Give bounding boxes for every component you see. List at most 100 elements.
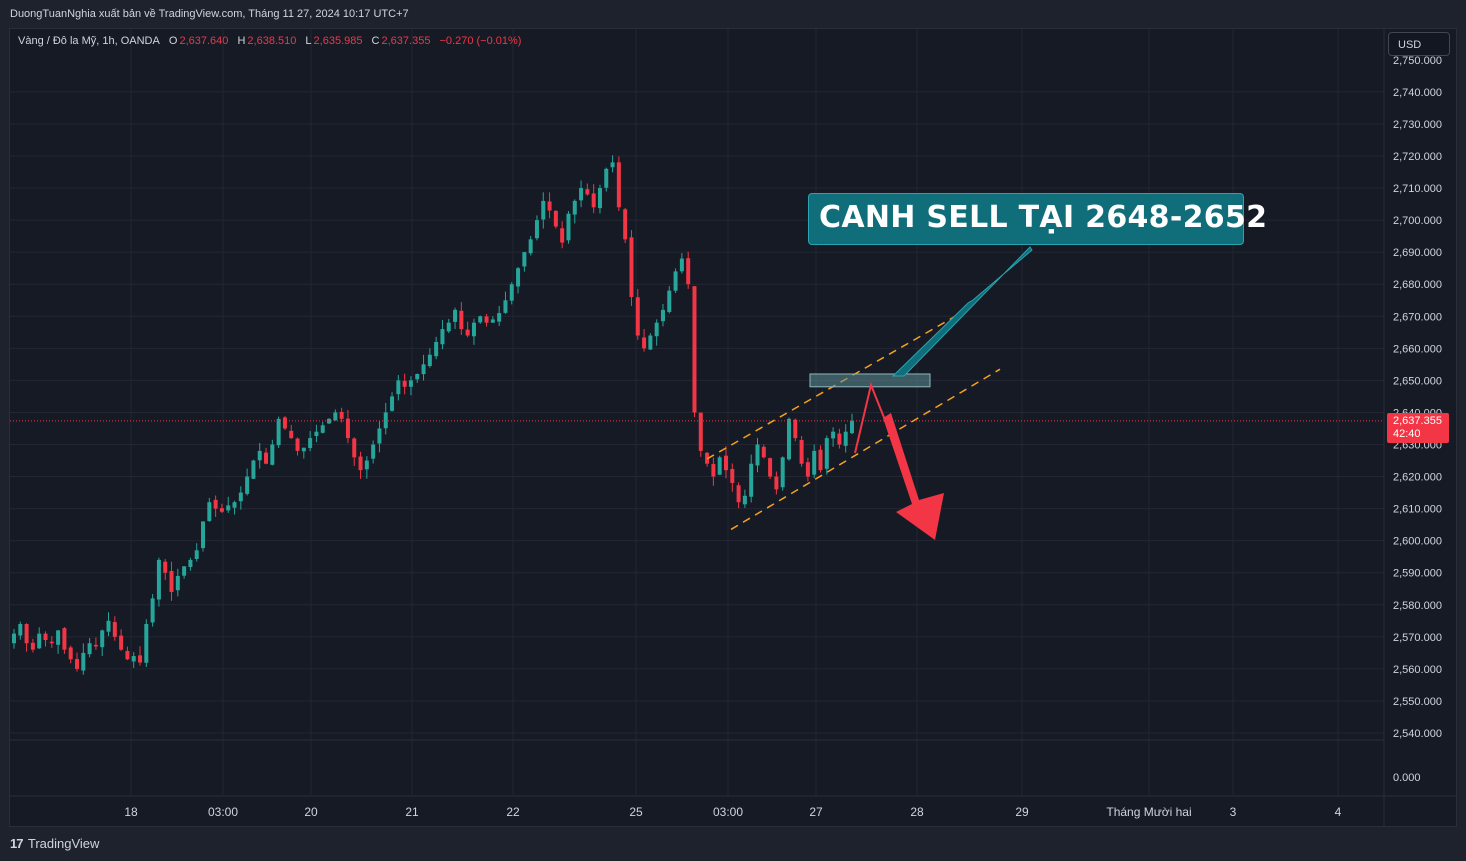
price-tick-label: 2,550.000: [1393, 696, 1442, 708]
candle-body: [75, 659, 80, 669]
candle-body: [755, 444, 760, 466]
candle-body: [446, 322, 451, 332]
candle-body: [597, 188, 602, 209]
candle-body: [579, 188, 584, 201]
candle-body: [497, 313, 502, 322]
candle-body: [24, 623, 29, 644]
price-tick-label: 2,680.000: [1393, 279, 1442, 291]
candle-body: [408, 380, 413, 387]
candle-body: [100, 630, 105, 648]
candle-body: [93, 644, 98, 647]
time-tick-label: Tháng Mười hai: [1106, 805, 1191, 819]
candle-body: [528, 239, 533, 254]
candle-body: [440, 329, 445, 345]
price-tick-label: 2,660.000: [1393, 343, 1442, 355]
candle-body: [18, 624, 23, 636]
candle-body: [516, 268, 521, 287]
candle-body: [339, 411, 344, 419]
candle-body: [660, 309, 665, 322]
publish-info: DuongTuanNghia xuất bản về TradingView.c…: [10, 8, 409, 20]
candle-body: [257, 450, 262, 461]
candle-body: [37, 633, 42, 649]
candle-body: [301, 447, 306, 452]
candle-body: [730, 468, 735, 483]
open-value: 2,637.640: [179, 35, 229, 47]
candle-body: [377, 428, 382, 444]
candle-body: [673, 271, 678, 291]
candle-body: [213, 499, 218, 509]
candle-body: [270, 444, 275, 465]
candle-body: [799, 440, 804, 464]
price-tick-label: 2,750.000: [1393, 55, 1442, 67]
candle-body: [402, 380, 407, 387]
currency-button[interactable]: USD: [1388, 32, 1450, 56]
candle-body: [112, 622, 117, 637]
candle-body: [43, 633, 48, 641]
candle-body: [648, 335, 653, 350]
chart-grid: [10, 29, 1384, 795]
candle-body: [723, 455, 728, 471]
candle-body: [390, 396, 395, 411]
candle-body: [251, 460, 256, 479]
channel-upper-line: [706, 306, 973, 460]
candle-body: [667, 290, 672, 313]
candle-body: [49, 641, 54, 644]
time-tick-label: 18: [124, 805, 138, 819]
candle-body: [793, 419, 798, 439]
candle-body: [327, 418, 332, 424]
candle-body: [201, 521, 206, 549]
candle-body: [156, 559, 161, 600]
candle-body: [245, 476, 250, 494]
price-tick-label: 2,730.000: [1393, 119, 1442, 131]
candle-body: [308, 438, 313, 448]
candle-body: [194, 550, 199, 560]
candle-body: [749, 463, 754, 497]
candle-body: [547, 201, 552, 211]
price-tick-label: 2,600.000: [1393, 536, 1442, 548]
candlestick-series: [12, 155, 854, 675]
candle-body: [264, 452, 269, 464]
candle-body: [850, 420, 854, 434]
time-tick-label: 3: [1230, 805, 1237, 819]
price-tick-label: 2,710.000: [1393, 183, 1442, 195]
candle-body: [572, 200, 577, 215]
lower-pane-tick-label: 0.000: [1393, 772, 1421, 784]
candle-body: [415, 373, 420, 380]
candle-body: [818, 449, 823, 471]
candle-body: [138, 655, 143, 663]
candle-body: [736, 485, 741, 503]
time-tick-label: 03:00: [208, 805, 238, 819]
candle-body: [144, 624, 149, 663]
down-arrow-icon: [883, 413, 944, 540]
sell-callout: CANH SELL TẠI 2648-2652: [808, 193, 1267, 245]
candle-body: [604, 168, 609, 188]
candle-body: [484, 316, 489, 323]
candle-body: [786, 418, 791, 460]
chart-frame[interactable]: [9, 28, 1457, 827]
candle-body: [812, 450, 817, 475]
price-tick-label: 2,700.000: [1393, 215, 1442, 227]
candle-body: [824, 438, 829, 469]
candle-body: [119, 635, 124, 650]
candle-body: [131, 656, 136, 662]
candle-body: [30, 642, 35, 650]
price-tick-label: 2,650.000: [1393, 375, 1442, 387]
brand-name: TradingView: [27, 836, 100, 851]
candle-body: [742, 495, 747, 505]
candle-body: [616, 162, 621, 208]
candle-body: [591, 193, 596, 208]
candle-body: [434, 341, 439, 357]
candle-body: [276, 418, 281, 446]
time-tick-label: 29: [1015, 805, 1029, 819]
candle-body: [68, 647, 73, 660]
candle-body: [12, 633, 16, 644]
candle-body: [629, 237, 634, 298]
candle-body: [679, 258, 684, 272]
price-tick-label: 2,610.000: [1393, 504, 1442, 516]
candle-body: [453, 309, 458, 322]
candle-body: [289, 430, 294, 439]
candle-body: [478, 316, 483, 323]
price-tick-label: 2,570.000: [1393, 632, 1442, 644]
candle-body: [717, 457, 722, 475]
